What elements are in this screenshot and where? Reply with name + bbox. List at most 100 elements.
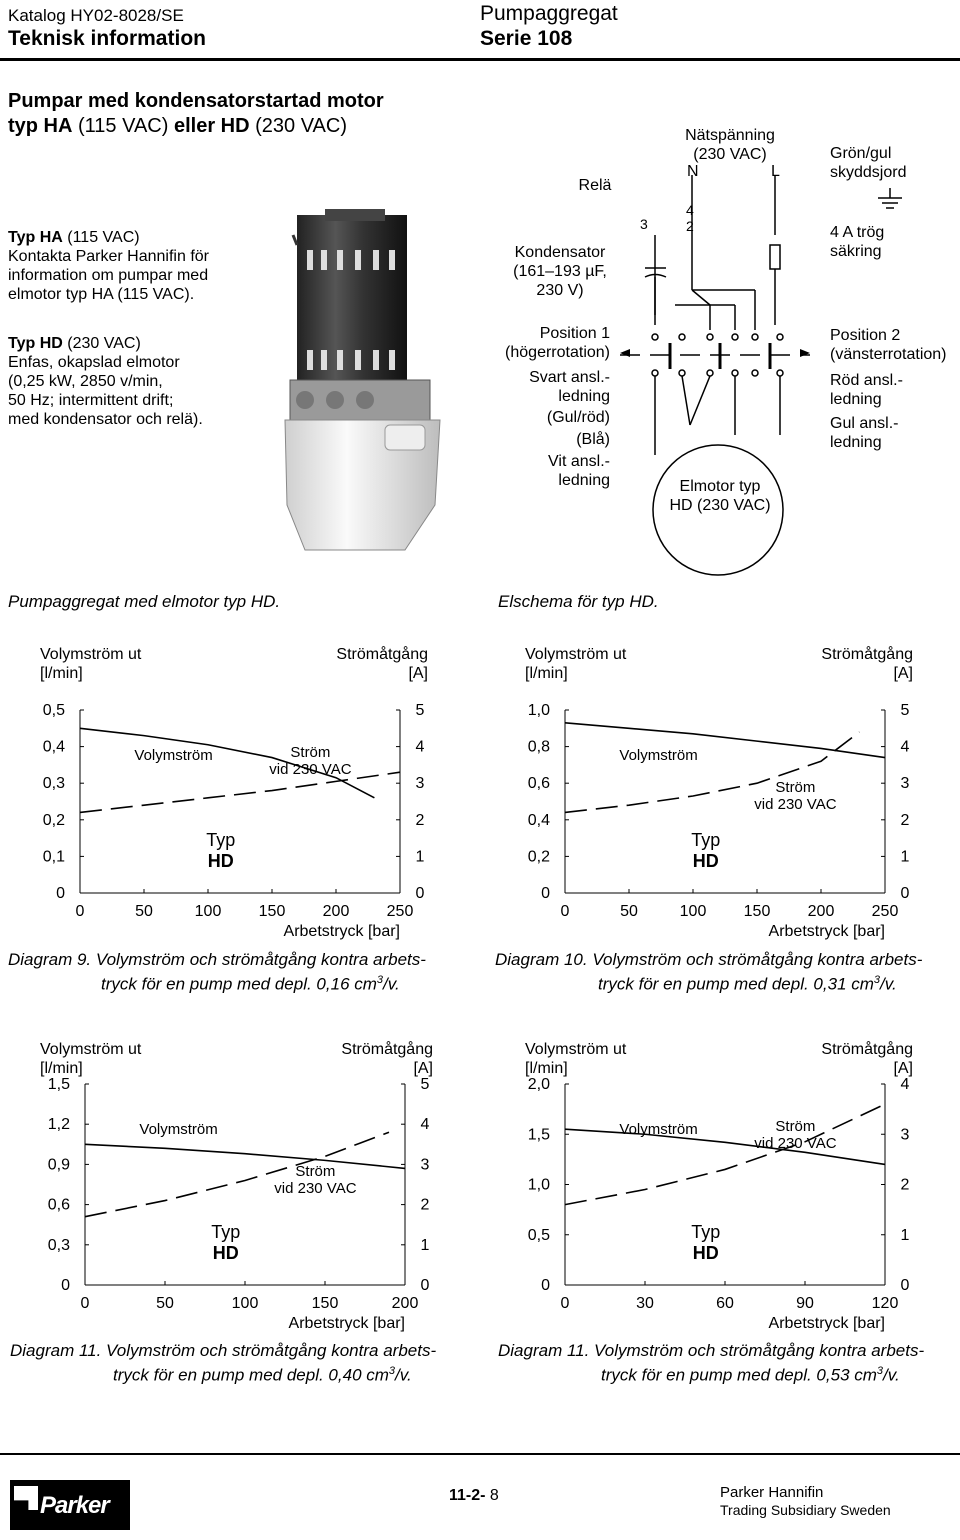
- y-right-tick-label: 2: [421, 1197, 430, 1214]
- mains-voltage-label: Nätspänning (230 VAC): [685, 127, 775, 163]
- y-right-tick-label: 4: [901, 1076, 910, 1093]
- flow-series-label: Volymström: [619, 747, 697, 764]
- x-tick-label: 200: [392, 1295, 419, 1312]
- x-axis-title: Arbetstryck [bar]: [769, 1315, 885, 1332]
- x-tick-label: 150: [744, 903, 771, 920]
- y-left-tick-label: 1,5: [528, 1126, 550, 1143]
- capacitor-label: Kondensator (161–193 µF, 230 V): [513, 244, 607, 299]
- relay-label: Relä: [578, 177, 612, 194]
- fuse-label: 4 A trög säkring: [830, 224, 885, 260]
- black-lead-label: Svart ansl.- ledning: [529, 369, 610, 405]
- y-left-tick-label: 2,0: [528, 1076, 550, 1093]
- x-tick-label: 30: [636, 1295, 654, 1312]
- y-left-tick-label: 0,2: [528, 848, 550, 865]
- x-tick-label: 50: [156, 1295, 174, 1312]
- chart-2: Volymström ut [l/min] Strömåtgång [A] 0 0,2 0,…: [525, 645, 913, 940]
- schematic-caption: Elschema för typ HD.: [498, 592, 659, 611]
- right-axis-title: Strömåtgång: [821, 645, 913, 663]
- y-right-tick-label: 3: [421, 1156, 430, 1173]
- white-lead-label: Vit ansl.- ledning: [548, 453, 610, 489]
- x-tick-label: 150: [312, 1295, 339, 1312]
- position-2-label: Position 2 (vänsterrotation): [830, 327, 947, 363]
- yellow-red-label: (Gul/röd): [546, 409, 610, 426]
- current-series-line: [564, 731, 860, 814]
- y-left-tick-label: 0,4: [43, 739, 65, 756]
- chart-4: Volymström ut [l/min] Strömåtgång [A] 0 0,5 1,…: [525, 1040, 913, 1332]
- product-name: Pumpaggregat: [480, 2, 618, 25]
- x-tick-label: 150: [259, 903, 286, 920]
- x-axis-title: Arbetstryck [bar]: [284, 923, 400, 940]
- y-left-tick-label: 1,0: [528, 702, 550, 719]
- chart-caption: Diagram 10. Volymström och strömåtgång k…: [495, 950, 923, 994]
- current-series-label: Ström: [775, 1118, 815, 1135]
- chart-3: Volymström ut [l/min] Strömåtgång [A] 0 0,3 0,…: [40, 1040, 433, 1332]
- photo-caption: Pumpaggregat med elmotor typ HD.: [8, 592, 281, 611]
- y-left-tick-label: 0,6: [528, 775, 550, 792]
- y-right-tick-label: 3: [416, 775, 425, 792]
- header-rule: [0, 58, 960, 61]
- y-right-tick-label: 1: [416, 848, 425, 865]
- y-right-tick-label: 2: [901, 1177, 910, 1194]
- x-tick-label: 100: [195, 903, 222, 920]
- y-left-tick-label: 0,3: [48, 1237, 70, 1254]
- left-axis-unit: [l/min]: [525, 1060, 568, 1077]
- left-axis-title: Volymström ut: [40, 1041, 142, 1058]
- current-series-line: [564, 1103, 886, 1206]
- type-label: Typ: [211, 1222, 240, 1242]
- y-left-tick-label: 0,2: [43, 812, 65, 829]
- right-axis-title: Strömåtgång: [341, 1040, 433, 1058]
- footer-rule: [0, 1453, 960, 1455]
- y-left-tick-label: 1,2: [48, 1116, 70, 1133]
- type-label: Typ: [691, 1222, 720, 1242]
- y-left-tick-label: 0,3: [43, 775, 65, 792]
- left-axis-title: Volymström ut: [525, 646, 627, 663]
- blue-label: (Blå): [576, 431, 610, 448]
- x-tick-label: 100: [232, 1295, 259, 1312]
- x-tick-label: 200: [323, 903, 350, 920]
- y-right-tick-label: 4: [901, 739, 910, 756]
- current-series-label: Ström: [295, 1163, 335, 1180]
- y-right-tick-label: 5: [901, 702, 910, 719]
- x-tick-label: 0: [561, 903, 570, 920]
- flow-series-label: Volymström: [139, 1121, 217, 1138]
- y-right-tick-label: 1: [901, 1227, 910, 1244]
- y-right-tick-label: 4: [416, 739, 425, 756]
- chart-caption: Diagram 11. Volymström och strömåtgång k…: [10, 1341, 437, 1385]
- y-left-tick-label: 0,5: [528, 1227, 550, 1244]
- chart-1: Volymström ut [l/min] Strömåtgång [A] 0 0,1 0,…: [40, 645, 428, 940]
- type-label-hd: HD: [208, 851, 234, 871]
- left-axis-unit: [l/min]: [525, 665, 568, 682]
- ha-description: Typ HA (115 VAC) Kontakta Parker Hannifi…: [8, 229, 209, 303]
- y-left-tick-label: 1,5: [48, 1076, 70, 1093]
- current-series-line: [84, 1131, 390, 1218]
- motor-label: Elmotor typ HD (230 VAC): [669, 478, 771, 514]
- right-axis-title: Strömåtgång: [821, 1040, 913, 1058]
- y-right-tick-label: 3: [901, 775, 910, 792]
- flow-series-label: Volymström: [619, 1121, 697, 1138]
- right-axis-unit: [A]: [413, 1060, 433, 1077]
- flow-series-line: [564, 1128, 886, 1166]
- hd-description: Typ HD (230 VAC) Enfas, okapslad elmotor…: [8, 335, 203, 428]
- y-left-tick-label: 1,0: [528, 1177, 550, 1194]
- right-axis-title: Strömåtgång: [336, 645, 428, 663]
- x-tick-label: 0: [561, 1295, 570, 1312]
- x-tick-label: 50: [135, 903, 153, 920]
- current-series-line: [79, 771, 401, 814]
- right-axis-unit: [A]: [893, 665, 913, 682]
- right-axis-unit: [A]: [893, 1060, 913, 1077]
- y-left-tick-label: 0,8: [528, 739, 550, 756]
- y-right-tick-label: 1: [421, 1237, 430, 1254]
- subsidiary-name: Trading Subsidiary Sweden: [720, 1502, 891, 1518]
- pump-unit-photo: [284, 209, 441, 551]
- current-series-label-sub: vid 230 VAC: [754, 1135, 836, 1152]
- relay-pin-3: 3: [640, 216, 648, 232]
- x-tick-label: 50: [620, 903, 638, 920]
- relay-pin-4: 4: [686, 202, 694, 218]
- y-right-tick-label: 4: [421, 1116, 430, 1133]
- type-label-hd: HD: [693, 851, 719, 871]
- current-series-label: Ström: [290, 744, 330, 761]
- x-tick-label: 250: [872, 903, 899, 920]
- page-title: Pumpar med kondensatorstartad motor typ …: [8, 90, 384, 137]
- x-tick-label: 250: [387, 903, 414, 920]
- y-left-tick-label: 0,5: [43, 702, 65, 719]
